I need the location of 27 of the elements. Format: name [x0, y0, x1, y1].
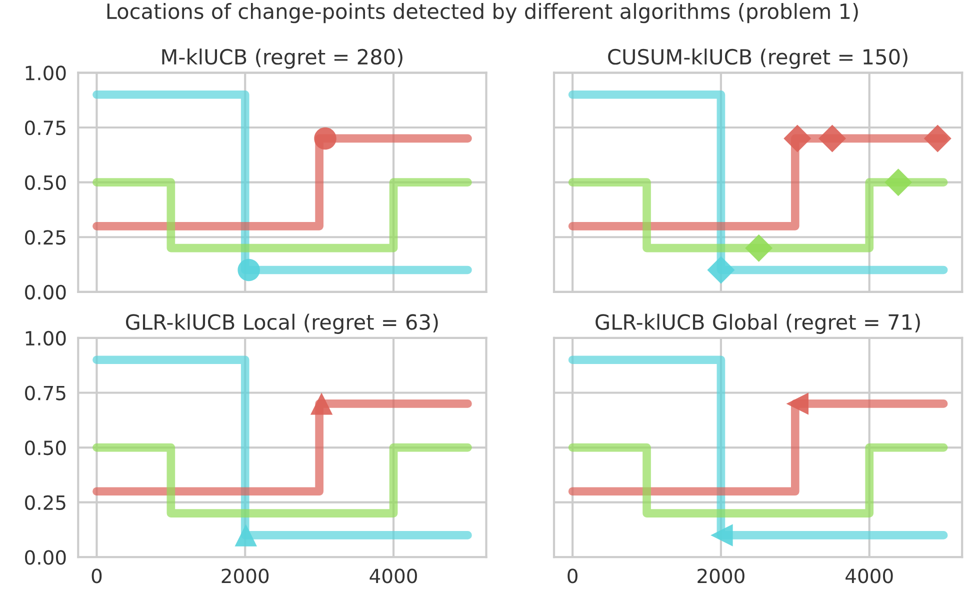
- x-tick-label: 2000: [222, 568, 269, 584]
- point: [707, 256, 735, 284]
- x-tick-label: 0: [92, 568, 102, 584]
- chart-title: CUSUM-klUCB (regret = 150): [608, 48, 908, 69]
- y-tick-label: 0.25: [25, 495, 66, 510]
- y-tick-label: 1.00: [26, 66, 66, 80]
- point: [924, 124, 952, 152]
- x-tick-label: 2000: [698, 568, 744, 584]
- point: [784, 124, 812, 152]
- y-tick-label: 0.00: [25, 284, 66, 300]
- y-tick-label: 1.00: [26, 330, 66, 346]
- text: Locations of change-points detected by different algorithms (problem 1): [107, 3, 858, 24]
- y-tick-label: 0.25: [25, 230, 66, 245]
- y-tick-label: 0.75: [25, 120, 66, 136]
- point: [884, 168, 912, 196]
- y-tick-label: 0.50: [25, 175, 66, 190]
- chart-title: GLR-klUCB Local (regret = 63): [126, 314, 438, 334]
- y-tick-label: 0.00: [25, 550, 66, 565]
- point: [818, 124, 846, 152]
- y-tick-label: 0.75: [25, 386, 66, 400]
- y-tick-label: 0.50: [25, 440, 66, 456]
- point: [745, 234, 773, 262]
- x-tick-label: 4000: [846, 568, 893, 584]
- x-tick-label: 0: [568, 568, 578, 584]
- chart-title: M-klUCB (regret = 280): [162, 48, 402, 69]
- x-tick-label: 4000: [370, 568, 417, 584]
- chart-title: GLR-klUCB Global (regret = 71): [596, 314, 920, 334]
